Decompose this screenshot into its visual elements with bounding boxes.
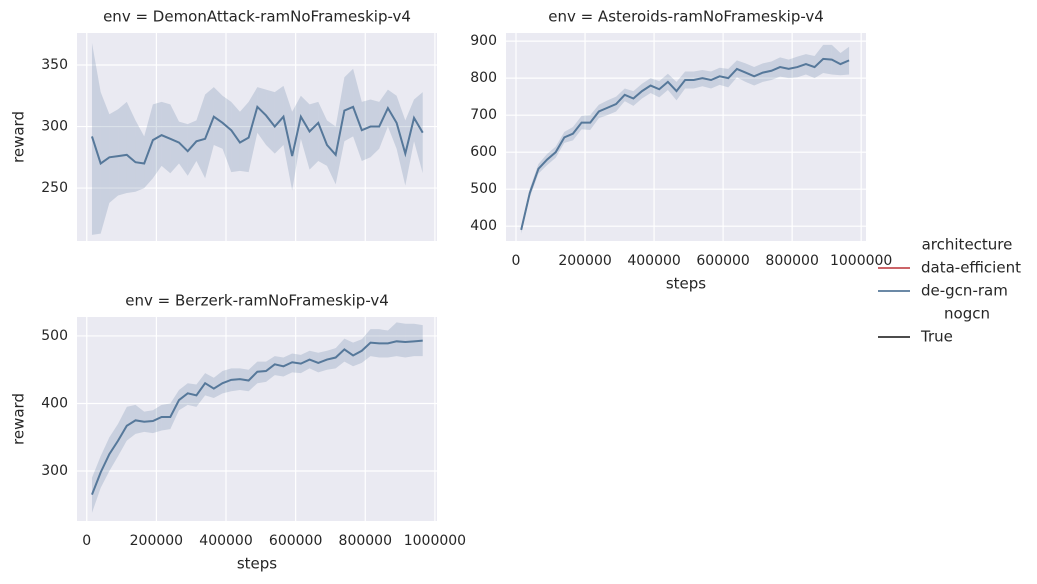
confidence-band — [257, 361, 267, 384]
confidence-band — [213, 87, 223, 149]
y-tick-label: 500 — [41, 328, 68, 344]
line — [91, 339, 423, 496]
line — [520, 57, 850, 231]
confidence-band — [91, 42, 101, 235]
x-tick-label: 1000000 — [404, 533, 466, 549]
confidence-band — [144, 104, 153, 189]
confidence-band — [222, 95, 232, 173]
confidence-band — [414, 92, 423, 174]
y-tick-label: 400 — [470, 218, 497, 234]
y-tick-label: 250 — [41, 180, 68, 196]
x-tick-label: 800000 — [339, 533, 392, 549]
y-axis-label: reward — [10, 393, 28, 445]
legend-label: de-gcn-ram — [921, 282, 1008, 300]
confidence-band — [196, 94, 206, 179]
y-tick-label: 350 — [41, 57, 68, 73]
confidence-band — [205, 87, 214, 179]
confidence-band — [300, 95, 310, 170]
confidence-band — [213, 371, 223, 399]
confidence-band — [292, 95, 301, 191]
confidence-band — [370, 99, 380, 158]
confidence-band — [344, 68, 354, 142]
confidence-band — [814, 44, 824, 79]
x-axis-label: steps — [666, 275, 706, 293]
plot-background — [77, 33, 437, 241]
confidence-band — [152, 101, 162, 179]
confidence-band — [135, 404, 145, 434]
confidence-band — [353, 68, 362, 161]
confidence-band — [326, 120, 336, 185]
y-tick-label: 400 — [41, 395, 68, 411]
y-tick-label: 900 — [470, 33, 497, 49]
confidence-band — [405, 323, 415, 358]
confidence-band — [187, 120, 197, 176]
confidence-band — [266, 356, 275, 382]
confidence-band — [135, 120, 145, 192]
y-tick-label: 600 — [470, 144, 497, 160]
x-tick-label: 400000 — [199, 533, 252, 549]
confidence-band — [414, 323, 423, 357]
subplot-title: env = DemonAttack-ramNoFrameskip-v4 — [103, 8, 411, 26]
confidence-band — [170, 104, 180, 174]
subplot-title: env = Berzerk-ramNoFrameskip-v4 — [125, 292, 389, 310]
legend-label: data-efficient — [921, 259, 1021, 277]
confidence-band — [361, 99, 371, 161]
plot-background — [77, 317, 437, 521]
y-tick-label: 800 — [470, 70, 497, 86]
subplot-title: env = Asteroids-ramNoFrameskip-v4 — [548, 8, 824, 26]
x-tick-label: 0 — [512, 253, 521, 269]
line — [91, 104, 424, 166]
confidence-band — [840, 46, 850, 76]
confidence-band — [831, 44, 841, 76]
x-tick-label: 600000 — [269, 533, 322, 549]
legend-title: nogcn — [944, 305, 990, 323]
confidence-band — [274, 85, 284, 154]
y-tick-label: 300 — [41, 119, 68, 135]
confidence-band — [239, 101, 249, 173]
confidence-band — [387, 322, 397, 358]
x-tick-label: 800000 — [765, 253, 818, 269]
legend-title: architecture — [922, 236, 1013, 254]
confidence-band — [118, 101, 127, 196]
confidence-band — [405, 99, 415, 186]
confidence-band — [100, 92, 110, 234]
y-axis-label: reward — [10, 111, 28, 163]
y-tick-label: 300 — [41, 463, 68, 479]
legend-label: True — [920, 328, 953, 346]
x-tick-label: 200000 — [558, 253, 611, 269]
x-tick-label: 200000 — [130, 533, 183, 549]
x-axis-label: steps — [237, 555, 277, 573]
confidence-band — [126, 101, 136, 193]
confidence-band — [179, 121, 188, 176]
y-tick-label: 500 — [470, 181, 497, 197]
confidence-band — [309, 101, 319, 170]
confidence-band — [387, 89, 397, 149]
x-tick-label: 0 — [82, 533, 91, 549]
y-tick-label: 700 — [470, 107, 497, 123]
x-tick-label: 1000000 — [830, 253, 892, 269]
confidence-band — [257, 87, 267, 145]
x-tick-label: 600000 — [696, 253, 749, 269]
confidence-band — [248, 87, 258, 173]
x-tick-label: 400000 — [627, 253, 680, 269]
confidence-band — [396, 322, 406, 358]
